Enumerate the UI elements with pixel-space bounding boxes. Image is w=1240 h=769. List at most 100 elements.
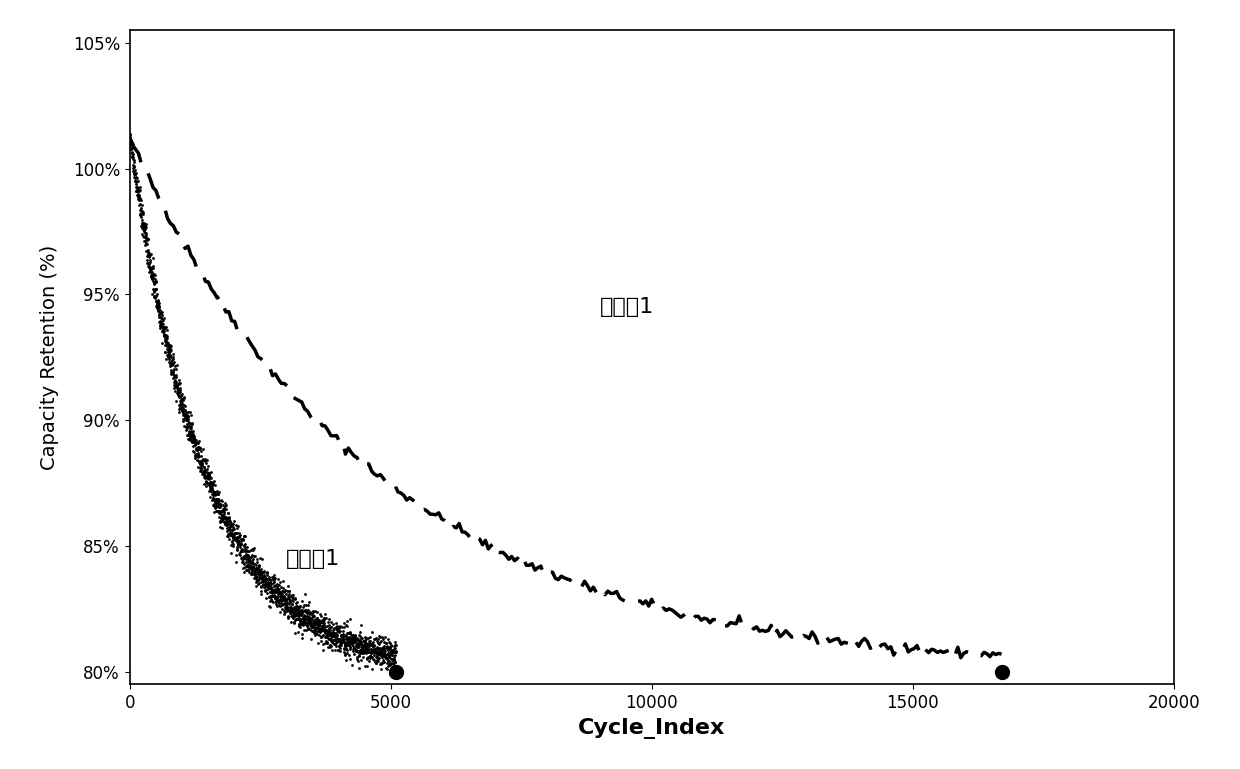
- Point: [268, 583, 288, 595]
- Point: [221, 520, 241, 532]
- Point: [270, 594, 290, 606]
- Point: [134, 223, 154, 235]
- Point: [175, 404, 195, 416]
- Point: [134, 225, 154, 237]
- Point: [308, 606, 327, 618]
- Point: [201, 484, 221, 497]
- Point: [255, 572, 275, 584]
- Point: [122, 138, 141, 151]
- Point: [195, 454, 215, 467]
- Point: [372, 643, 392, 655]
- Point: [136, 231, 156, 244]
- Point: [213, 498, 233, 511]
- Point: [208, 500, 228, 512]
- Point: [160, 347, 180, 359]
- Point: [151, 325, 171, 337]
- Point: [363, 641, 383, 653]
- Point: [192, 457, 212, 469]
- Point: [236, 538, 255, 551]
- Point: [311, 624, 331, 637]
- Point: [243, 561, 263, 574]
- Point: [285, 592, 305, 604]
- Point: [149, 315, 169, 328]
- Point: [195, 453, 215, 465]
- Point: [374, 656, 394, 668]
- Point: [368, 647, 388, 660]
- Point: [326, 637, 346, 649]
- Point: [263, 573, 283, 585]
- Point: [202, 485, 222, 498]
- Point: [340, 641, 360, 654]
- Point: [290, 601, 310, 613]
- Point: [352, 643, 372, 655]
- Point: [299, 611, 319, 624]
- Point: [165, 360, 185, 372]
- Point: [140, 262, 160, 275]
- Point: [242, 551, 262, 564]
- Point: [174, 398, 193, 411]
- Point: [155, 346, 175, 358]
- Point: [288, 613, 308, 625]
- Point: [376, 649, 396, 661]
- Point: [267, 578, 286, 591]
- Point: [337, 647, 357, 659]
- Point: [283, 595, 303, 608]
- Point: [304, 610, 324, 622]
- Point: [180, 432, 200, 444]
- Point: [342, 632, 362, 644]
- Point: [367, 641, 387, 653]
- Point: [280, 602, 300, 614]
- Point: [347, 644, 367, 657]
- Point: [315, 637, 335, 649]
- Point: [150, 315, 170, 328]
- Point: [252, 572, 272, 584]
- Point: [351, 636, 371, 648]
- Point: [378, 643, 398, 655]
- Point: [270, 590, 290, 602]
- Point: [208, 497, 228, 509]
- Point: [171, 392, 191, 404]
- Point: [196, 471, 216, 483]
- Point: [130, 181, 150, 193]
- Point: [301, 607, 321, 619]
- Point: [362, 638, 382, 650]
- Point: [140, 265, 160, 278]
- Point: [215, 502, 234, 514]
- Point: [174, 404, 193, 417]
- Point: [228, 520, 248, 532]
- Point: [327, 629, 347, 641]
- Point: [322, 630, 342, 642]
- Point: [378, 647, 398, 659]
- Point: [169, 374, 188, 386]
- Point: [367, 643, 387, 655]
- Point: [197, 477, 217, 489]
- Point: [384, 646, 404, 658]
- Point: [154, 329, 174, 341]
- Point: [174, 391, 193, 403]
- Point: [254, 568, 274, 581]
- Point: [210, 495, 229, 508]
- Point: [187, 448, 207, 460]
- Point: [231, 544, 250, 556]
- Point: [264, 584, 284, 596]
- Point: [184, 434, 203, 447]
- Point: [265, 586, 285, 598]
- Point: [363, 638, 383, 651]
- Point: [303, 620, 322, 632]
- Point: [353, 647, 373, 660]
- Point: [260, 575, 280, 588]
- Point: [311, 631, 331, 643]
- Point: [181, 422, 201, 434]
- Point: [159, 351, 179, 363]
- Point: [259, 574, 279, 586]
- Point: [238, 561, 258, 573]
- Point: [135, 239, 155, 251]
- Point: [228, 537, 248, 549]
- Point: [144, 290, 164, 302]
- Point: [148, 302, 167, 315]
- Point: [216, 518, 236, 530]
- Point: [250, 566, 270, 578]
- Point: [175, 408, 195, 420]
- Point: [172, 388, 192, 400]
- Point: [208, 488, 228, 501]
